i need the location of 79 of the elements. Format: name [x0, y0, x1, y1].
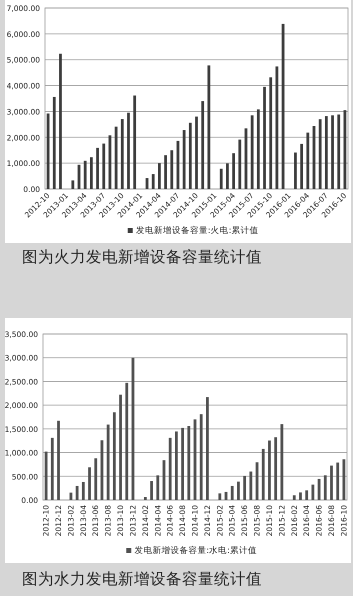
bar	[132, 358, 134, 500]
bar	[176, 140, 180, 189]
bar	[337, 114, 340, 189]
bar	[44, 452, 48, 500]
bar	[342, 459, 346, 500]
bar	[330, 466, 333, 500]
bar	[194, 419, 196, 500]
bar	[318, 119, 322, 189]
text: 图为水力发电新增设备容量统计值	[22, 570, 262, 588]
bar	[226, 163, 229, 189]
bar	[206, 397, 209, 500]
bar	[170, 150, 174, 189]
bar	[312, 126, 316, 189]
bar	[311, 484, 314, 500]
bar	[263, 86, 266, 189]
bar	[331, 115, 334, 189]
bar	[188, 122, 192, 189]
bar	[114, 126, 118, 189]
bar	[256, 462, 258, 500]
bar	[144, 497, 147, 500]
bar	[76, 486, 79, 500]
bar	[120, 119, 124, 189]
bar	[100, 440, 104, 500]
bar	[90, 157, 93, 189]
bar	[249, 472, 252, 500]
bar	[269, 77, 272, 189]
bar	[78, 164, 80, 189]
bar	[275, 66, 278, 189]
bar	[200, 414, 203, 500]
bar	[82, 482, 85, 500]
bar	[299, 492, 302, 500]
bar	[119, 394, 122, 500]
bar	[181, 428, 184, 500]
bar	[244, 128, 248, 189]
bar	[250, 115, 254, 189]
bar	[152, 174, 155, 189]
bar	[344, 110, 346, 189]
bar	[324, 116, 328, 189]
bar	[224, 492, 228, 500]
bar	[187, 426, 190, 500]
text: 图为火力发电新增设备容量统计值	[22, 248, 262, 266]
bar	[52, 96, 56, 189]
bar	[274, 437, 278, 500]
bar	[70, 492, 72, 500]
bar	[46, 113, 50, 189]
bar	[280, 424, 284, 500]
legend-label: 发电新增设备容量:火电:累计值	[136, 225, 258, 236]
bar	[164, 155, 167, 189]
bar	[268, 440, 271, 500]
bar	[158, 163, 161, 189]
bar	[195, 116, 198, 189]
bar	[57, 420, 60, 500]
bar	[207, 65, 210, 189]
bar	[88, 467, 91, 500]
bar	[300, 144, 304, 189]
bar	[243, 476, 246, 500]
bar	[162, 460, 166, 500]
bar	[201, 101, 204, 189]
bar	[106, 424, 110, 500]
bar	[174, 431, 178, 500]
bar	[294, 152, 297, 189]
bar	[238, 140, 242, 189]
legend-label: 发电新增设备容量:水电:累计值	[134, 545, 257, 556]
bar	[102, 144, 106, 189]
bar	[127, 112, 130, 189]
bar	[146, 178, 148, 189]
bar	[133, 96, 136, 189]
bar	[150, 481, 153, 500]
bar	[256, 109, 260, 189]
bar	[336, 462, 340, 500]
bar	[232, 153, 235, 189]
bar	[96, 148, 99, 189]
bar	[306, 132, 310, 189]
bar	[108, 135, 112, 189]
bar	[318, 478, 320, 500]
bar	[182, 130, 186, 189]
bar	[59, 54, 62, 189]
bar	[282, 24, 284, 189]
bar	[237, 482, 240, 500]
